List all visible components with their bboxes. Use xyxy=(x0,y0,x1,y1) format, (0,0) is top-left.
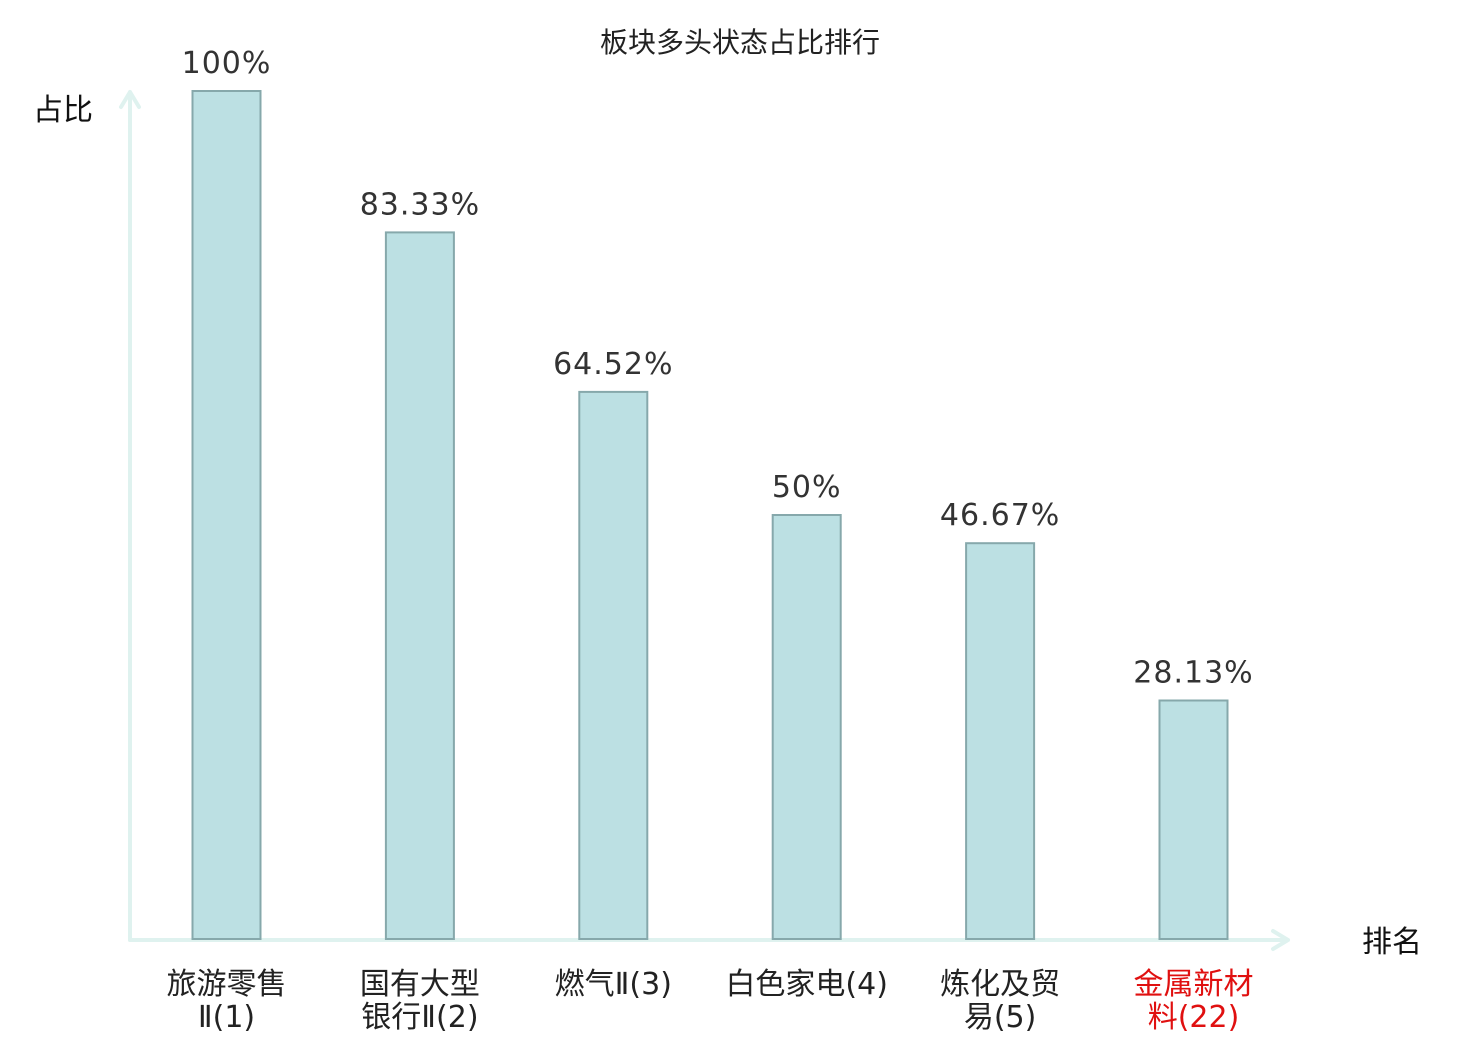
category-label-line: 旅游零售 xyxy=(167,967,287,1002)
category-label: 金属新材料(22) xyxy=(1134,967,1254,1035)
bar-value-label: 64.52% xyxy=(553,347,673,382)
category-label-line: Ⅱ(1) xyxy=(198,1000,255,1035)
category-label-line: 燃气Ⅱ(3) xyxy=(555,967,672,1002)
bar xyxy=(578,390,649,940)
category-label: 白色家电(4) xyxy=(725,967,888,1002)
category-label-line: 炼化及贸 xyxy=(940,967,1060,1002)
bar-value-label: 28.13% xyxy=(1133,656,1253,691)
bar-value-label: 83.33% xyxy=(360,187,480,222)
chart-title: 板块多头状态占比排行 xyxy=(600,26,880,59)
bar-value-label: 46.67% xyxy=(940,498,1060,533)
category-label-line: 金属新材 xyxy=(1134,967,1254,1002)
x-axis-arrow xyxy=(128,929,1290,951)
value-labels-group: 100% 83.33% 64.52% 50% 46.67% 28.13% xyxy=(182,46,1253,691)
bar-value-label: 50% xyxy=(772,470,842,505)
category-label: 燃气Ⅱ(3) xyxy=(555,967,672,1002)
bar xyxy=(384,231,455,940)
category-label-line: 银行Ⅱ(2) xyxy=(361,1000,478,1035)
x-axis-label: 排名 xyxy=(1362,925,1422,960)
y-axis-label: 占比 xyxy=(33,93,93,128)
bar-value-label: 100% xyxy=(182,46,272,81)
category-labels-group: 旅游零售 Ⅱ(1) 国有大型银行Ⅱ(2) 燃气Ⅱ(3) 白色家电(4) 炼化及贸易(5) 金… xyxy=(167,967,1254,1035)
bar xyxy=(191,90,262,940)
bar xyxy=(965,542,1036,940)
y-axis-arrow xyxy=(119,90,141,942)
category-label: 旅游零售 Ⅱ(1) xyxy=(167,967,287,1035)
bars-group xyxy=(191,90,1229,940)
category-label-line: 料(22) xyxy=(1148,1000,1240,1035)
category-label: 国有大型银行Ⅱ(2) xyxy=(360,967,480,1035)
category-label-line: 白色家电(4) xyxy=(725,967,888,1002)
bar xyxy=(1158,699,1229,940)
category-label-line: 国有大型 xyxy=(360,967,480,1002)
category-label-line: 易(5) xyxy=(964,1000,1037,1035)
category-label: 炼化及贸易(5) xyxy=(940,967,1060,1035)
bar xyxy=(771,514,842,940)
